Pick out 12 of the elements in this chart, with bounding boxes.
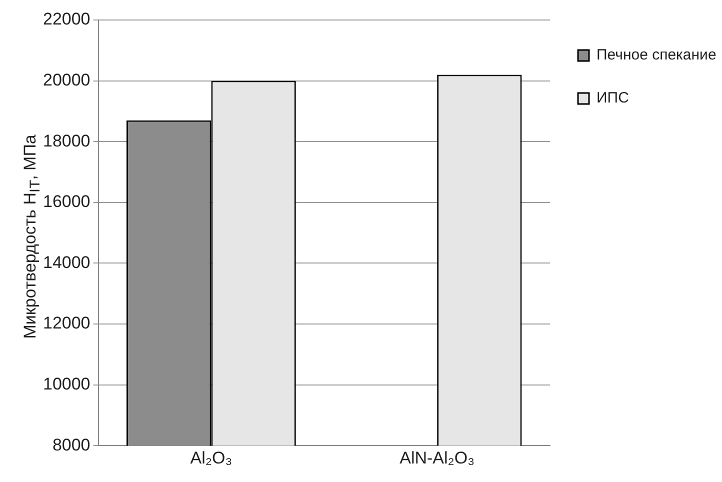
- y-tick-label: 8000: [52, 435, 90, 454]
- x-tick-label: Al₂O₃: [190, 448, 232, 468]
- y-tick-label: 22000: [42, 10, 90, 29]
- legend-label: Печное спекание: [596, 46, 716, 64]
- y-tick-label: 12000: [42, 314, 90, 333]
- y-tick-label: 16000: [42, 192, 90, 212]
- legend-label: ИПС: [596, 90, 630, 107]
- y-tick-label: 20000: [42, 70, 90, 90]
- y-tick-label: 18000: [42, 131, 90, 150]
- x-tick-label: AlN-Al₂O₃: [400, 448, 475, 468]
- y-tick-label: 10000: [42, 374, 90, 394]
- y-tick-label: 14000: [42, 252, 90, 272]
